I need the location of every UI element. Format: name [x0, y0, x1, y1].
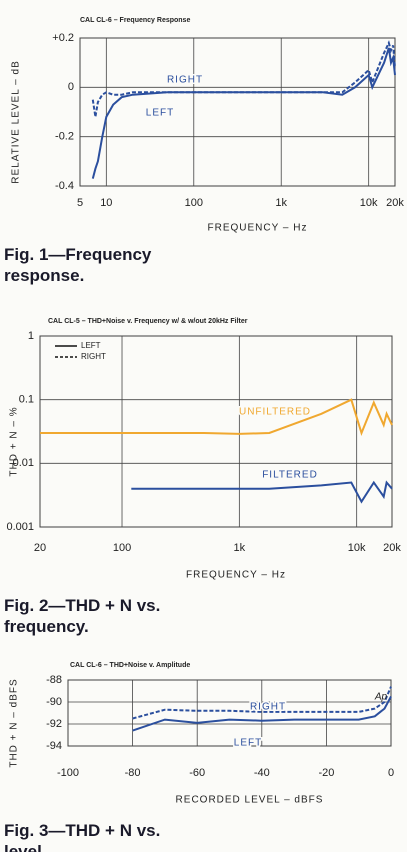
y-tick-label: -94 — [46, 740, 62, 752]
x-tick-label: 10k — [348, 542, 366, 554]
series-line — [131, 480, 393, 504]
y-axis-label: THD + N – dBFS — [9, 678, 20, 767]
x-tick-label: 20k — [386, 197, 404, 209]
plot-area — [79, 37, 396, 187]
figure-caption: Fig. 1—Frequency response. — [4, 245, 152, 285]
chart-title: CAL CL-6 – THD+Noise v. Amplitude — [70, 662, 190, 669]
x-tick-label: 0 — [388, 767, 394, 779]
x-tick-label: 10k — [360, 197, 378, 209]
x-tick-label: -60 — [189, 767, 205, 779]
series-line — [132, 696, 392, 732]
x-axis-label: FREQUENCY – Hz — [186, 570, 286, 581]
series-label: LEFT — [146, 108, 174, 119]
x-tick-label: 100 — [113, 542, 131, 554]
y-tick-label: 0 — [68, 81, 74, 93]
y-axis-label: RELATIVE LEVEL – dB — [11, 60, 22, 184]
y-tick-label: -88 — [46, 674, 62, 686]
x-tick-label: 20k — [383, 542, 401, 554]
y-tick-label: -0.2 — [55, 131, 74, 143]
x-tick-label: 5 — [77, 197, 83, 209]
figure-caption: Fig. 3—THD + N vs. level. — [4, 821, 161, 852]
series-line — [91, 40, 396, 118]
series-line — [91, 47, 396, 179]
y-tick-label: -92 — [46, 718, 62, 730]
series-label: LEFT — [234, 738, 262, 749]
y-tick-label: 0.001 — [6, 521, 34, 533]
y-tick-label: 0.1 — [19, 394, 34, 406]
legend-label: RIGHT — [81, 352, 106, 361]
series-line — [132, 686, 392, 720]
legend-box — [51, 339, 115, 365]
x-axis-label: RECORDED LEVEL – dBFS — [176, 795, 324, 806]
y-axis-label: THD + N – % — [9, 406, 20, 476]
y-tick-label: 1 — [28, 330, 34, 342]
series-label: FILTERED — [262, 470, 318, 481]
annotation: Ap — [374, 692, 388, 703]
chart-title: CAL CL-6 – Frequency Response — [80, 17, 190, 24]
x-tick-label: -100 — [57, 767, 79, 779]
x-tick-label: -20 — [318, 767, 334, 779]
y-tick-label: -0.4 — [55, 180, 74, 192]
series-line — [40, 398, 393, 436]
x-tick-label: 1k — [234, 542, 246, 554]
series-label: UNFILTERED — [239, 407, 311, 418]
plot-area — [67, 679, 392, 747]
x-tick-label: -80 — [125, 767, 141, 779]
series-label: RIGHT — [250, 702, 286, 713]
chart-title: CAL CL-5 – THD+Noise v. Frequency w/ & w… — [48, 318, 248, 325]
y-tick-label: 0.01 — [13, 457, 34, 469]
y-tick-label: -90 — [46, 696, 62, 708]
x-tick-label: 10 — [100, 197, 112, 209]
x-tick-label: 100 — [185, 197, 203, 209]
legend-label: LEFT — [81, 341, 101, 350]
y-tick-label: +0.2 — [52, 32, 74, 44]
x-tick-label: 20 — [34, 542, 46, 554]
x-tick-label: 1k — [275, 197, 287, 209]
figure-caption: Fig. 2—THD + N vs. frequency. — [4, 596, 161, 636]
x-tick-label: -40 — [254, 767, 270, 779]
series-label: RIGHT — [167, 75, 203, 86]
x-axis-label: FREQUENCY – Hz — [208, 223, 308, 234]
